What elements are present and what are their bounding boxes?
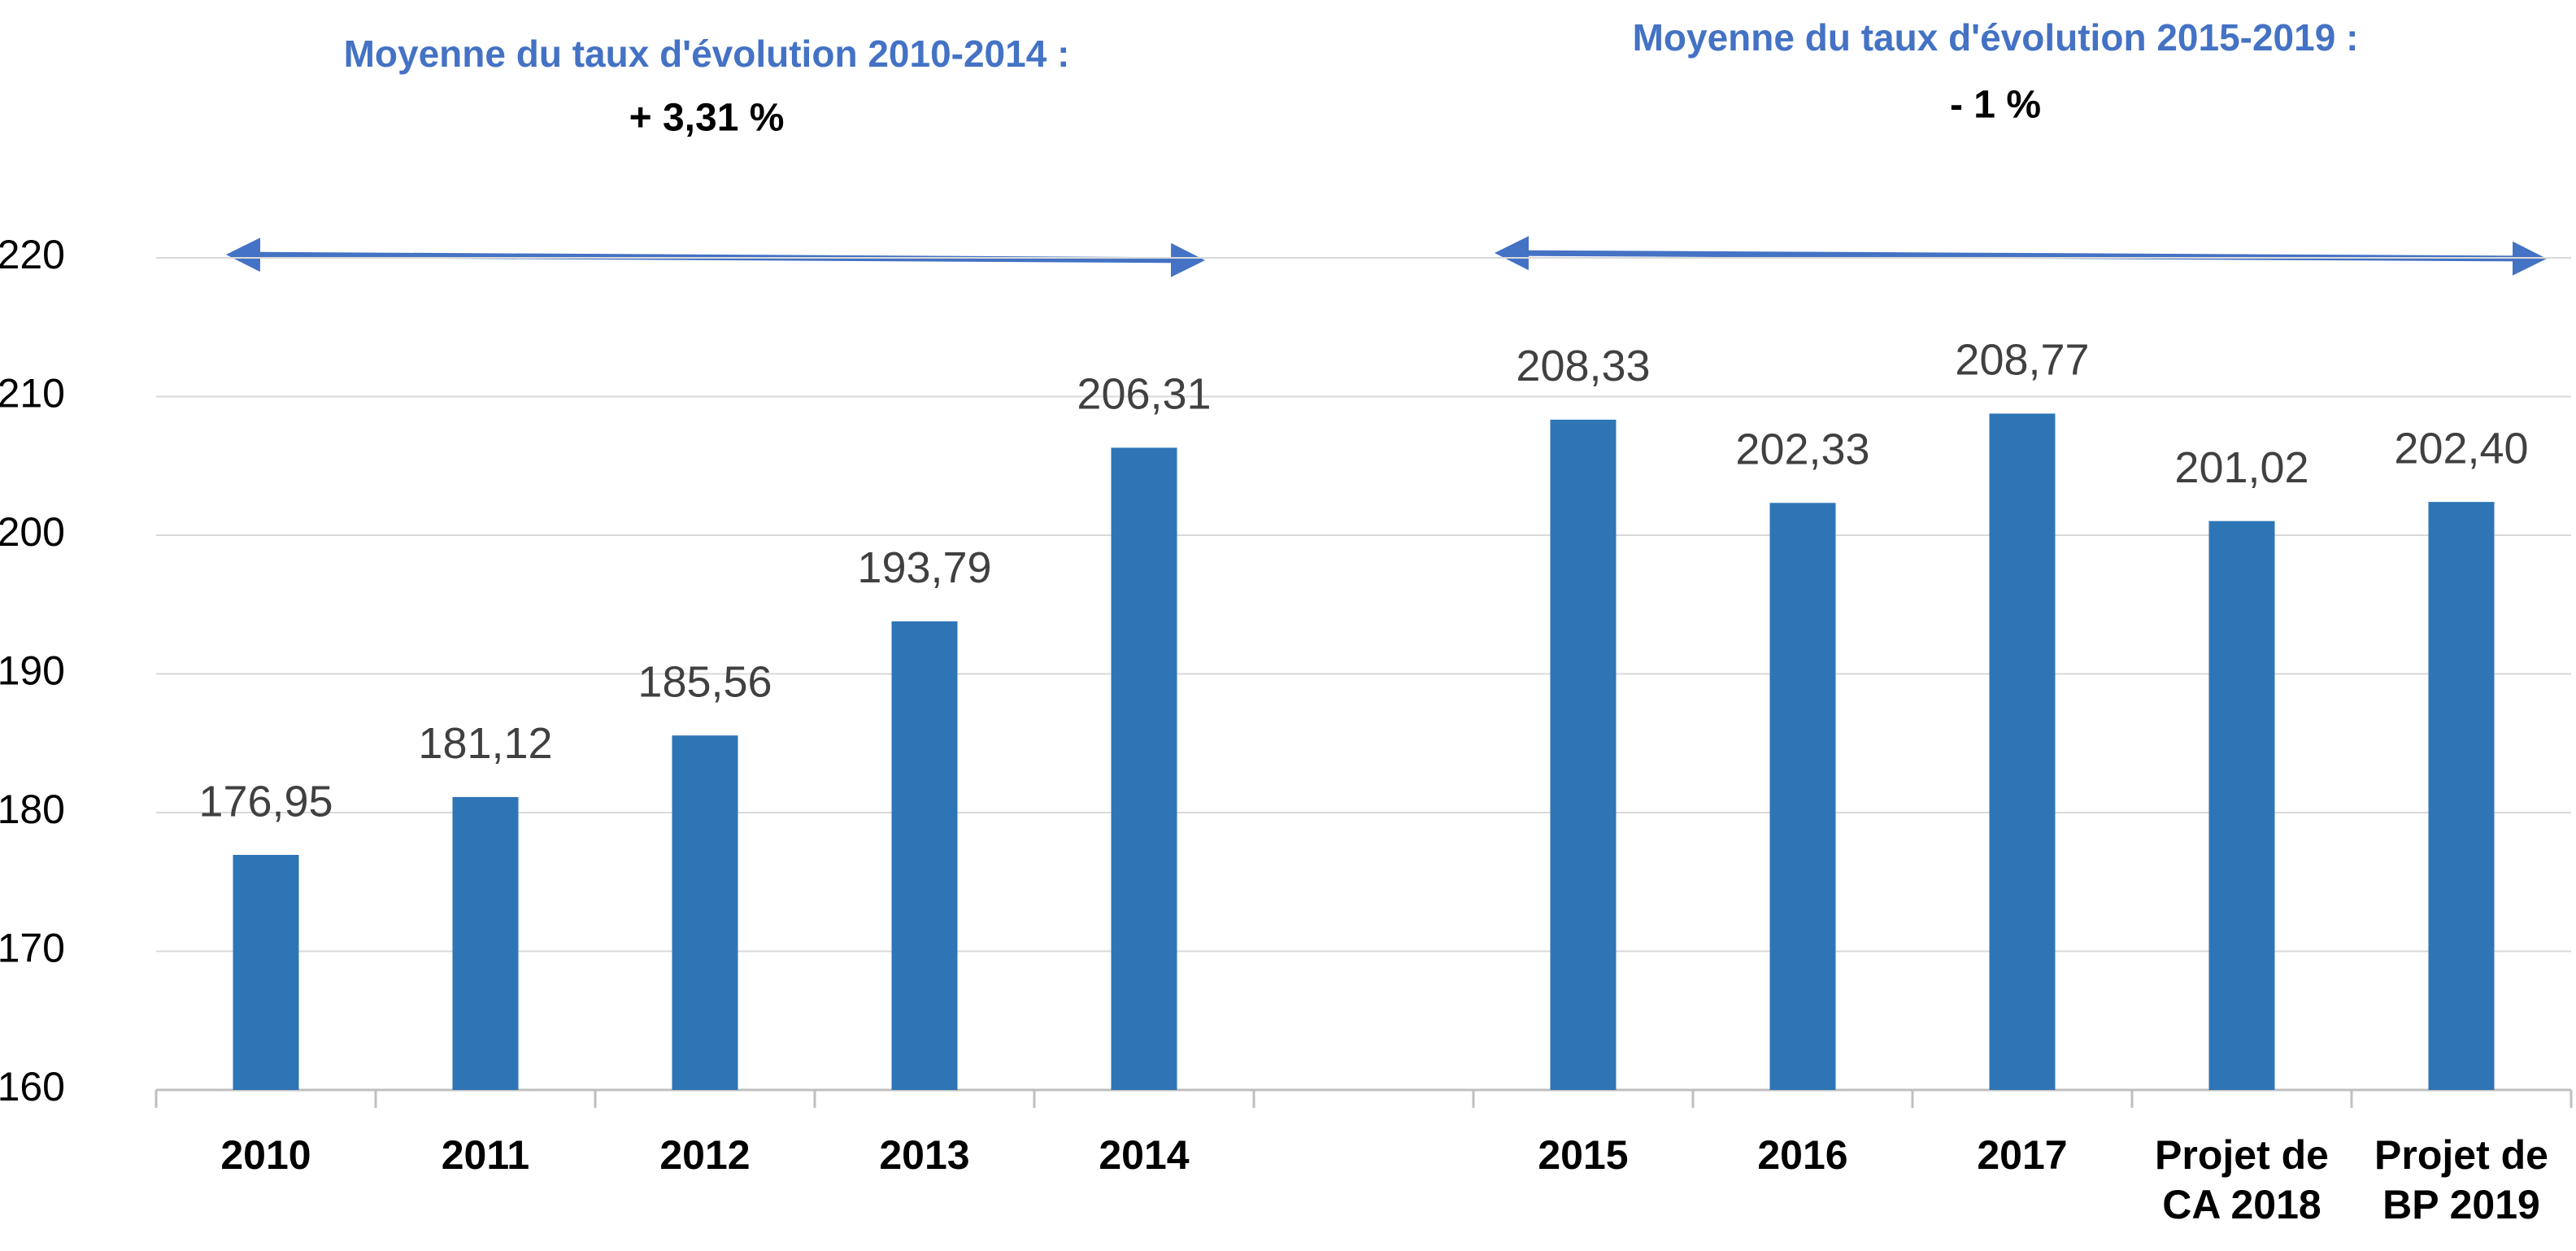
value-label: 202,33 xyxy=(1735,425,1869,474)
x-tick-label: 2014 xyxy=(1099,1132,1190,1178)
annotation-title: Moyenne du taux d'évolution 2015-2019 : xyxy=(1633,16,2359,59)
annotation-text: + 3,31 % xyxy=(629,97,785,140)
y-tick-label: 190 xyxy=(0,648,65,694)
x-tick-label: 2013 xyxy=(879,1132,970,1178)
value-label: 176,95 xyxy=(198,777,333,826)
x-tick-label: 2012 xyxy=(659,1132,751,1178)
value-label: 208,77 xyxy=(1955,336,2089,385)
bar xyxy=(2428,502,2495,1090)
annotation-text: - 1 % xyxy=(1950,84,2041,127)
value-label: 206,31 xyxy=(1077,370,1211,419)
y-tick-label: 170 xyxy=(0,926,65,971)
bar xyxy=(1769,503,1836,1090)
bar xyxy=(1550,419,1617,1090)
x-tick-label: 2015 xyxy=(1538,1132,1629,1178)
x-tick-label: Projet de CA 2018 xyxy=(2155,1132,2329,1227)
value-label: 185,56 xyxy=(637,657,772,706)
x-tick-label: 2016 xyxy=(1757,1132,1848,1178)
value-label: 208,33 xyxy=(1516,342,1650,390)
annotation-title: Moyenne du taux d'évolution 2010-2014 : xyxy=(344,33,1070,75)
bar xyxy=(233,855,299,1090)
bar xyxy=(1111,447,1177,1090)
y-tick-label: 210 xyxy=(0,371,65,416)
y-tick-label: 180 xyxy=(0,787,65,832)
x-tick-label: Projet de BP 2019 xyxy=(2374,1132,2548,1227)
value-label: 201,02 xyxy=(2174,443,2308,492)
x-tick-label: 2011 xyxy=(441,1132,530,1178)
value-label: 202,40 xyxy=(2394,424,2528,473)
bar xyxy=(1989,413,2056,1090)
y-tick-label: 220 xyxy=(0,232,65,277)
bar xyxy=(891,621,958,1090)
x-tick-label: 2017 xyxy=(1977,1132,2068,1178)
x-tick-label: 2010 xyxy=(220,1132,311,1178)
value-label: 181,12 xyxy=(418,719,552,768)
bar xyxy=(2208,521,2275,1090)
y-tick-label: 160 xyxy=(0,1064,65,1109)
bar xyxy=(452,796,519,1090)
bar xyxy=(672,735,738,1090)
value-label: 193,79 xyxy=(857,543,991,592)
y-tick-label: 200 xyxy=(0,509,65,555)
